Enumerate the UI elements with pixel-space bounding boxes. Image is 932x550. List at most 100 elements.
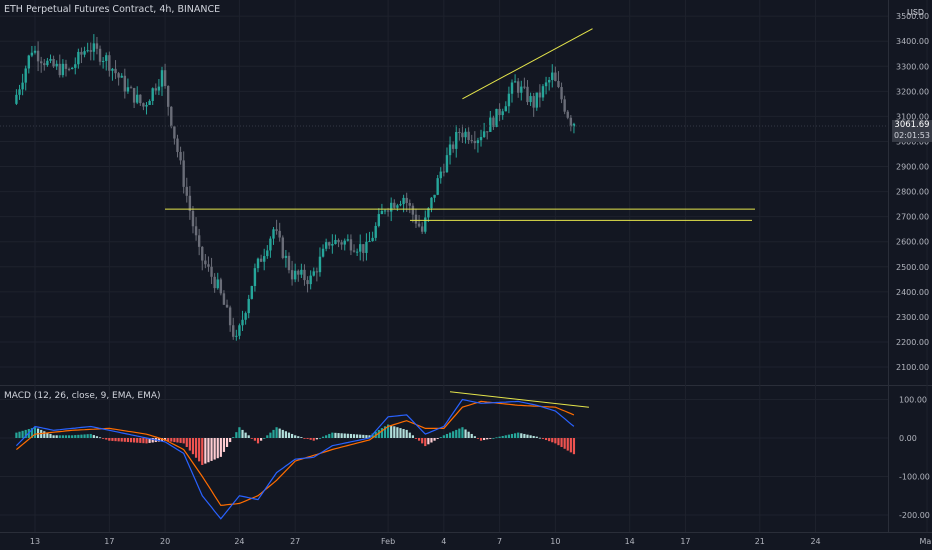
candle-body	[529, 96, 532, 103]
time-axis-label: 27	[290, 537, 300, 546]
candle-body	[287, 255, 291, 271]
candle-body	[572, 123, 576, 127]
candle-body	[176, 138, 179, 152]
macd-histogram-bar	[213, 438, 216, 460]
macd-histogram-bar	[402, 429, 405, 438]
macd-histogram-bar	[30, 428, 34, 438]
candle-body	[173, 126, 176, 139]
candle-body	[538, 92, 542, 98]
macd-histogram-bar	[318, 438, 322, 439]
macd-histogram-bar	[269, 432, 272, 438]
time-axis-label: Mar	[919, 537, 932, 546]
candle-body	[39, 61, 43, 64]
macd-histogram-bar	[80, 434, 83, 438]
macd-histogram-bar	[74, 435, 77, 438]
candle-body	[486, 131, 489, 133]
candle-body	[101, 60, 105, 62]
macd-histogram-bar	[396, 427, 399, 438]
macd-histogram-bar	[442, 435, 445, 438]
macd-histogram-bar	[126, 438, 130, 443]
price-axis-label: 3500.00	[896, 12, 929, 21]
macd-histogram-bar	[337, 433, 340, 438]
macd-histogram-bar	[371, 433, 374, 438]
candle-body	[544, 82, 548, 87]
candle-body	[33, 50, 37, 53]
candle-body	[272, 229, 275, 239]
candle-body	[479, 137, 483, 141]
candle-body	[455, 132, 458, 149]
macd-histogram-bar	[331, 432, 334, 438]
candle-body	[194, 226, 198, 236]
candle-body	[98, 48, 102, 62]
macd-histogram-bar	[414, 438, 418, 439]
macd-histogram-bar	[64, 435, 68, 438]
time-axis-label: 20	[160, 537, 170, 546]
candle-body	[114, 68, 117, 74]
macd-histogram-bar	[325, 435, 328, 438]
macd-histogram-bar	[24, 429, 27, 438]
price-axis-label: 2700.00	[896, 213, 929, 222]
candle-body	[433, 194, 436, 198]
macd-histogram-bar	[201, 438, 204, 465]
candle-body	[123, 75, 127, 92]
candle-body	[74, 64, 77, 68]
candle-body	[52, 58, 55, 67]
macd-histogram-bar	[111, 438, 114, 441]
candle-body	[461, 132, 464, 138]
candle-body	[191, 211, 195, 227]
candle-body	[235, 335, 238, 337]
macd-histogram-bar	[108, 438, 111, 441]
candle-body	[458, 132, 461, 134]
candle-body	[374, 225, 377, 238]
candle-body	[482, 131, 486, 138]
candle-body	[46, 60, 49, 66]
macd-histogram-bar	[256, 438, 260, 444]
candle-body	[532, 96, 535, 108]
macd-histogram-bar	[182, 438, 185, 444]
candle-body	[303, 269, 306, 281]
macd-histogram-bar	[46, 432, 49, 438]
macd-histogram-bar	[86, 434, 89, 438]
macd-histogram-bar	[309, 438, 312, 440]
macd-histogram-bar	[498, 436, 501, 438]
candle-body	[306, 280, 309, 285]
candle-body	[49, 58, 52, 61]
macd-histogram-bar	[281, 429, 284, 438]
macd-histogram-bar	[157, 438, 160, 442]
candle-body	[142, 103, 145, 107]
macd-histogram-bar	[507, 434, 510, 438]
macd-histogram-bar	[393, 426, 396, 438]
macd-histogram-bar	[368, 435, 371, 438]
candle-body	[551, 72, 554, 80]
macd-histogram-bar	[526, 434, 529, 438]
currency-label: USD	[907, 8, 925, 17]
candle-body	[129, 87, 133, 89]
macd-histogram-bar	[278, 428, 281, 438]
candle-body	[321, 248, 325, 257]
macd-histogram-bar	[362, 434, 365, 438]
candle-body	[464, 131, 467, 138]
macd-histogram-bar	[58, 435, 61, 438]
candle-body	[526, 86, 529, 103]
candle-body	[451, 144, 455, 149]
candle-body	[266, 250, 269, 257]
candle-body	[89, 50, 92, 52]
symbol-title: ETH Perpetual Futures Contract, 4h, BINA…	[4, 4, 221, 15]
macd-histogram-bar	[483, 438, 486, 441]
candle-body	[290, 270, 294, 280]
macd-histogram-bar	[541, 438, 545, 439]
candle-body	[95, 43, 99, 49]
candle-body	[244, 313, 247, 320]
macd-histogram-bar	[300, 437, 303, 438]
macd-axis-label: -200.00	[899, 511, 930, 520]
candle-body	[383, 210, 387, 212]
candle-body	[470, 140, 473, 142]
candle-body	[86, 50, 89, 52]
macd-histogram-bar	[297, 436, 300, 438]
candle-body	[61, 63, 65, 76]
macd-histogram-bar	[216, 438, 219, 459]
price-axis-label: 2500.00	[896, 263, 929, 272]
candle-body	[473, 140, 477, 144]
